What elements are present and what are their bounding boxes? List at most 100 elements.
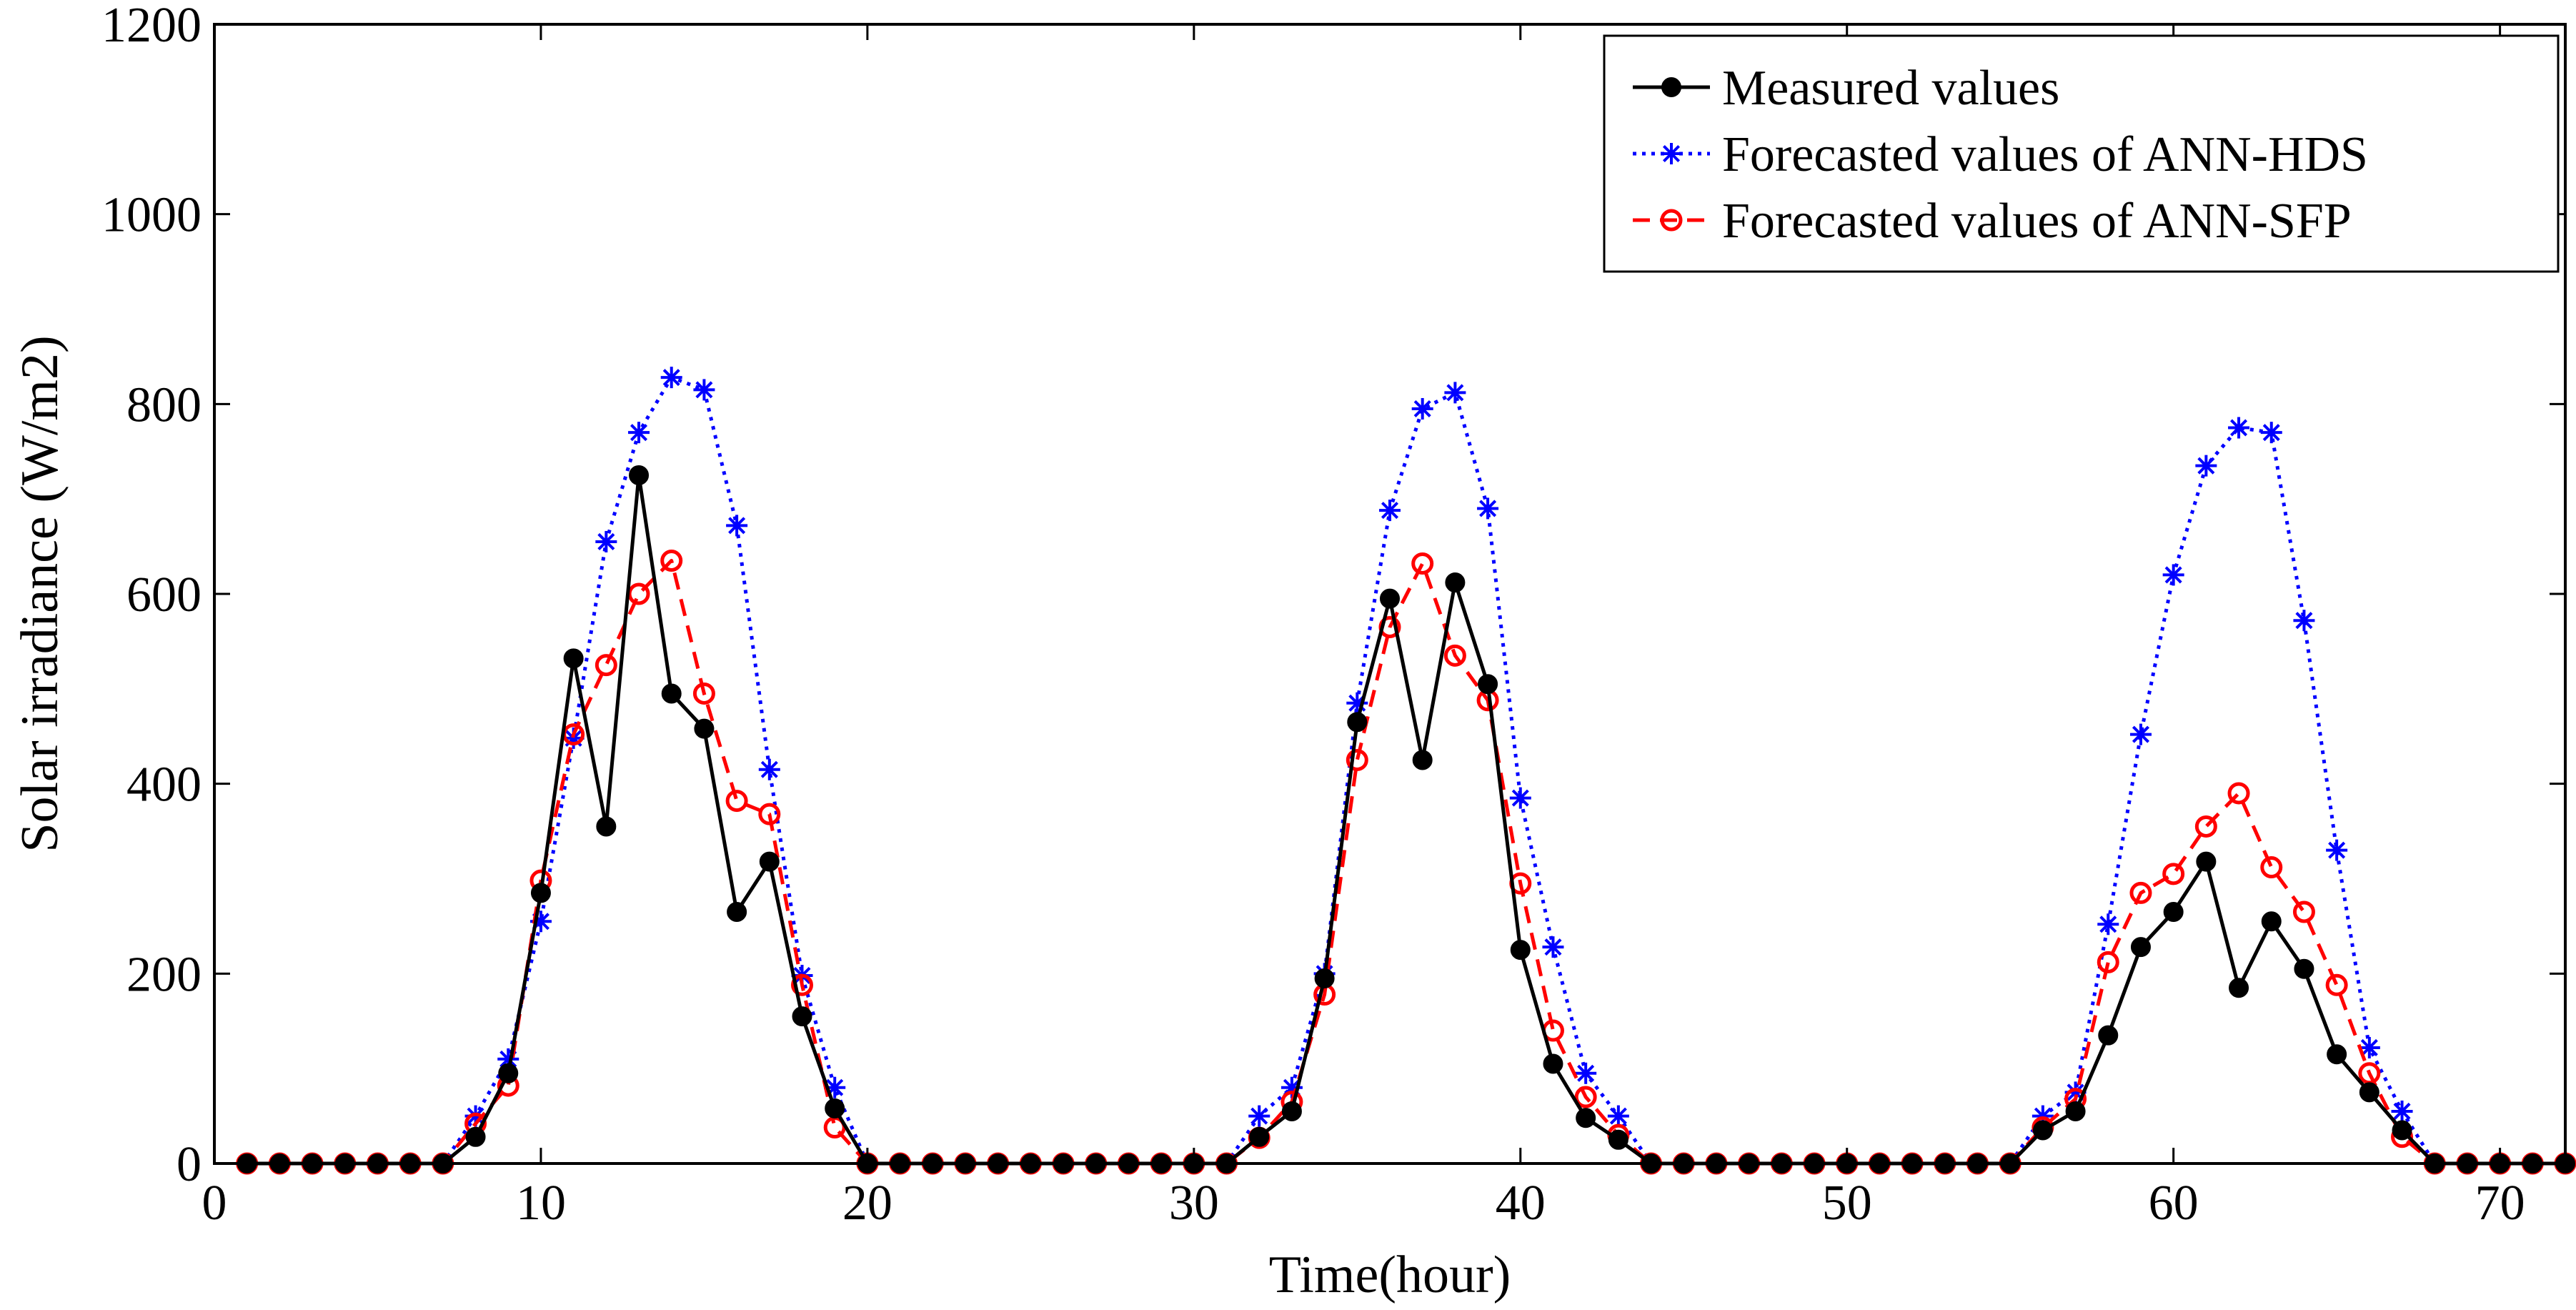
data-point-measured-values [498, 1063, 519, 1083]
data-point-forecasted-values-of-ann-hds [595, 530, 617, 552]
data-point-forecasted-values-of-ann-sfp [627, 582, 650, 605]
data-point-measured-values [1608, 1129, 1628, 1150]
data-point-measured-values [530, 883, 551, 903]
data-point-forecasted-values-of-ann-hds [1248, 1105, 1270, 1127]
data-point-forecasted-values-of-ann-hds [2326, 839, 2348, 861]
data-point-measured-values [465, 1126, 486, 1147]
data-point-measured-values [2130, 937, 2151, 958]
data-point-measured-values [1510, 940, 1531, 961]
data-point-forecasted-values-of-ann-sfp [1574, 1086, 1597, 1108]
data-point-forecasted-values-of-ann-sfp [1443, 644, 1466, 667]
data-point-forecasted-values-of-ann-hds [1477, 497, 1499, 520]
data-point-forecasted-values-of-ann-sfp [2292, 900, 2315, 923]
data-point-measured-values [759, 851, 780, 872]
data-point-measured-values [596, 816, 617, 837]
legend-marker-measured-values [1661, 77, 1681, 97]
data-point-forecasted-values-of-ann-hds [2391, 1100, 2413, 1122]
data-point-measured-values [1478, 674, 1498, 695]
data-point-measured-values [2294, 958, 2314, 979]
series-layer [236, 367, 2576, 1175]
data-point-forecasted-values-of-ann-hds [1542, 936, 1564, 958]
x-tick-label: 20 [842, 1176, 892, 1231]
x-axis-title: Time(hour) [1269, 1246, 1511, 1304]
data-point-measured-values [1314, 968, 1335, 988]
legend-label-forecasted-values-of-ann-hds: Forecasted values of ANN-HDS [1722, 127, 2368, 182]
data-point-forecasted-values-of-ann-sfp [725, 790, 748, 813]
x-tick-label: 30 [1169, 1176, 1219, 1231]
data-point-measured-values [563, 648, 584, 669]
series-line-forecasted-values-of-ann-hds [247, 375, 2565, 1166]
data-point-measured-values [2163, 901, 2184, 922]
data-point-forecasted-values-of-ann-hds [2162, 564, 2184, 586]
data-point-measured-values [1576, 1108, 1596, 1128]
data-point-forecasted-values-of-ann-sfp [2260, 856, 2283, 879]
data-point-measured-values [1380, 588, 1400, 609]
data-point-forecasted-values-of-ann-hds [2358, 1036, 2380, 1058]
y-axis-title: Solar irradiance (W/m2) [11, 335, 69, 852]
y-tick-label: 1000 [101, 188, 202, 243]
y-tick-label: 1200 [101, 0, 202, 53]
y-tick-label: 0 [176, 1137, 202, 1192]
y-tick-label: 400 [126, 758, 202, 813]
data-point-forecasted-values-of-ann-sfp [2129, 881, 2152, 904]
x-tick-label: 0 [202, 1176, 227, 1231]
series-line-measured-values [247, 473, 2565, 1166]
data-point-measured-values [661, 683, 682, 704]
legend-marker-forecasted-values-of-ann-sfp [1660, 209, 1683, 232]
legend-label-forecasted-values-of-ann-sfp: Forecasted values of ANN-SFP [1722, 194, 2352, 249]
data-point-measured-values [629, 465, 650, 485]
x-tick-label: 60 [2149, 1176, 2199, 1231]
x-tick-label: 70 [2475, 1176, 2525, 1231]
series-line-forecasted-values-of-ann-sfp [247, 559, 2565, 1166]
data-point-forecasted-values-of-ann-hds [1575, 1062, 1597, 1084]
data-point-measured-values [1445, 572, 1466, 593]
data-point-forecasted-values-of-ann-hds [758, 758, 780, 780]
x-tick-label: 50 [1822, 1176, 1872, 1231]
data-point-forecasted-values-of-ann-hds [1379, 500, 1401, 522]
ticks-layer: 0 10 20 30 40 50 60 70 0 200 400 600 800 1000 1200 [101, 0, 2565, 1231]
series-forecasted-values-of-ann-sfp [236, 550, 2576, 1175]
data-point-measured-values [1543, 1053, 1563, 1074]
data-point-forecasted-values-of-ann-sfp [1411, 552, 1434, 575]
data-point-measured-values [2327, 1044, 2347, 1065]
data-point-forecasted-values-of-ann-hds [726, 515, 748, 537]
data-point-measured-values [1347, 712, 1368, 733]
series-forecasted-values-of-ann-hds [236, 367, 2576, 1174]
data-point-forecasted-values-of-ann-hds [1411, 397, 1433, 420]
data-point-measured-values [2359, 1082, 2379, 1103]
data-point-forecasted-values-of-ann-sfp [758, 803, 781, 825]
data-point-measured-values [825, 1098, 845, 1118]
data-point-forecasted-values-of-ann-hds [628, 422, 650, 444]
data-point-measured-values [2196, 851, 2217, 872]
data-point-measured-values [2261, 911, 2282, 932]
data-point-measured-values [694, 718, 715, 739]
data-point-forecasted-values-of-ann-sfp [791, 973, 813, 996]
data-point-forecasted-values-of-ann-hds [2228, 417, 2250, 439]
data-point-forecasted-values-of-ann-sfp [2097, 951, 2119, 973]
data-point-forecasted-values-of-ann-hds [2293, 610, 2315, 632]
legend-box [1603, 34, 2560, 273]
data-point-forecasted-values-of-ann-sfp [2194, 815, 2217, 838]
data-point-forecasted-values-of-ann-hds [660, 367, 682, 389]
data-point-forecasted-values-of-ann-sfp [2162, 863, 2185, 885]
data-point-forecasted-values-of-ann-hds [2129, 723, 2152, 745]
data-point-measured-values [1412, 750, 1433, 770]
data-point-measured-values [727, 901, 747, 922]
data-point-measured-values [2065, 1101, 2086, 1121]
data-point-forecasted-values-of-ann-sfp [692, 682, 715, 705]
data-point-forecasted-values-of-ann-hds [693, 379, 715, 401]
data-point-forecasted-values-of-ann-hds [2097, 913, 2119, 936]
data-point-forecasted-values-of-ann-sfp [595, 654, 617, 677]
legend-marker-forecasted-values-of-ann-hds [1661, 143, 1682, 164]
data-point-measured-values [2392, 1120, 2412, 1141]
data-point-forecasted-values-of-ann-sfp [1346, 748, 1368, 771]
y-tick-label: 600 [126, 567, 202, 622]
x-tick-label: 10 [516, 1176, 566, 1231]
data-point-measured-values [1249, 1126, 1270, 1147]
data-point-forecasted-values-of-ann-sfp [660, 550, 683, 572]
data-point-forecasted-values-of-ann-hds [1444, 382, 1466, 404]
legend-label-measured-values: Measured values [1722, 61, 2059, 116]
data-point-forecasted-values-of-ann-sfp [2227, 782, 2250, 805]
